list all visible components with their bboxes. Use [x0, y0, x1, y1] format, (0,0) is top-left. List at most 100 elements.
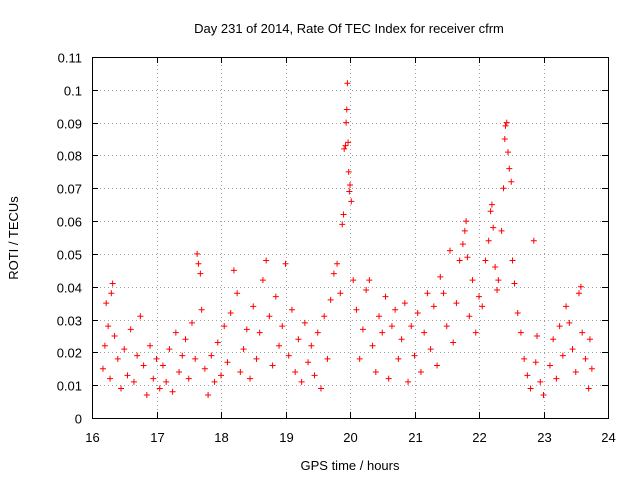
data-point: [227, 309, 234, 316]
data-point: [479, 303, 486, 310]
data-point: [317, 385, 324, 392]
data-point: [411, 352, 418, 359]
data-point: [188, 319, 195, 326]
x-tick-label: 23: [537, 430, 551, 445]
data-point: [153, 355, 160, 362]
data-point: [569, 346, 576, 353]
data-point: [345, 139, 352, 146]
data-point: [353, 306, 360, 313]
x-tick-label: 19: [279, 430, 293, 445]
data-point: [466, 313, 473, 320]
data-point: [195, 260, 202, 267]
data-point: [398, 336, 405, 343]
data-point: [517, 329, 524, 336]
data-point: [463, 218, 470, 225]
data-point: [348, 198, 355, 205]
data-point: [339, 221, 346, 228]
data-point: [563, 303, 570, 310]
chart-title: Day 231 of 2014, Rate Of TEC Index for r…: [194, 21, 504, 36]
data-point: [456, 257, 463, 264]
data-point: [347, 181, 353, 188]
data-point: [550, 336, 557, 343]
data-point: [205, 392, 212, 399]
data-point: [343, 119, 350, 126]
data-point: [118, 385, 125, 392]
data-point: [414, 309, 421, 316]
data-point: [234, 290, 241, 297]
data-point: [366, 277, 373, 284]
data-point: [150, 375, 157, 382]
data-point: [263, 257, 270, 264]
data-point: [540, 392, 547, 399]
data-point: [502, 122, 509, 129]
data-point: [586, 336, 593, 343]
data-point: [559, 352, 566, 359]
data-point: [185, 375, 192, 382]
data-point: [437, 273, 444, 280]
data-point: [337, 290, 344, 297]
y-tick-label: 0.06: [57, 215, 82, 230]
data-point: [464, 254, 471, 261]
data-point: [385, 375, 392, 382]
data-point: [99, 365, 106, 372]
data-point: [405, 378, 412, 385]
data-point: [247, 375, 254, 382]
x-axis-label: GPS time / hours: [301, 458, 400, 473]
data-point: [363, 287, 370, 294]
data-point: [121, 346, 128, 353]
data-point: [179, 352, 186, 359]
x-tick-label: 18: [214, 430, 228, 445]
grid-lines: [92, 57, 608, 418]
data-point: [527, 385, 534, 392]
data-point: [495, 277, 502, 284]
data-point: [288, 306, 295, 313]
y-axis-label: ROTI / TECUs: [6, 196, 21, 280]
y-tick-label: 0.03: [57, 314, 82, 329]
data-point: [137, 313, 144, 320]
data-point: [369, 342, 376, 349]
data-point: [285, 352, 292, 359]
data-point: [330, 270, 337, 277]
data-point: [537, 378, 544, 385]
data-point: [356, 355, 363, 362]
data-point: [417, 369, 424, 376]
data-point: [500, 185, 507, 192]
data-point: [553, 375, 560, 382]
data-point: [221, 323, 228, 330]
data-point: [272, 293, 279, 300]
data-point: [459, 241, 466, 248]
data-point: [198, 306, 205, 313]
data-point: [334, 260, 341, 267]
data-point: [509, 257, 516, 264]
data-point: [556, 323, 563, 330]
x-tick-label: 16: [85, 430, 99, 445]
data-point: [401, 300, 408, 307]
data-point: [109, 280, 116, 287]
data-point: [424, 290, 431, 297]
data-point: [379, 329, 386, 336]
data-point: [408, 323, 415, 330]
data-point: [321, 313, 328, 320]
data-point: [490, 224, 497, 231]
data-point: [124, 372, 131, 379]
data-point: [341, 145, 348, 152]
data-point: [172, 329, 179, 336]
data-point: [301, 319, 308, 326]
data-point: [505, 149, 512, 156]
data-point: [376, 313, 383, 320]
data-point: [450, 339, 457, 346]
data-point: [182, 336, 189, 343]
data-point: [230, 267, 237, 274]
data-point: [546, 362, 553, 369]
data-point: [343, 106, 350, 113]
data-point: [345, 168, 352, 175]
data-points: [99, 80, 595, 399]
data-point: [197, 270, 204, 277]
x-tick-labels: 16 17 18 19 20 21 22 23 24: [85, 430, 615, 445]
data-point: [166, 346, 173, 353]
data-point: [492, 264, 499, 271]
data-point: [388, 323, 395, 330]
data-point: [256, 329, 263, 336]
data-point: [201, 365, 208, 372]
